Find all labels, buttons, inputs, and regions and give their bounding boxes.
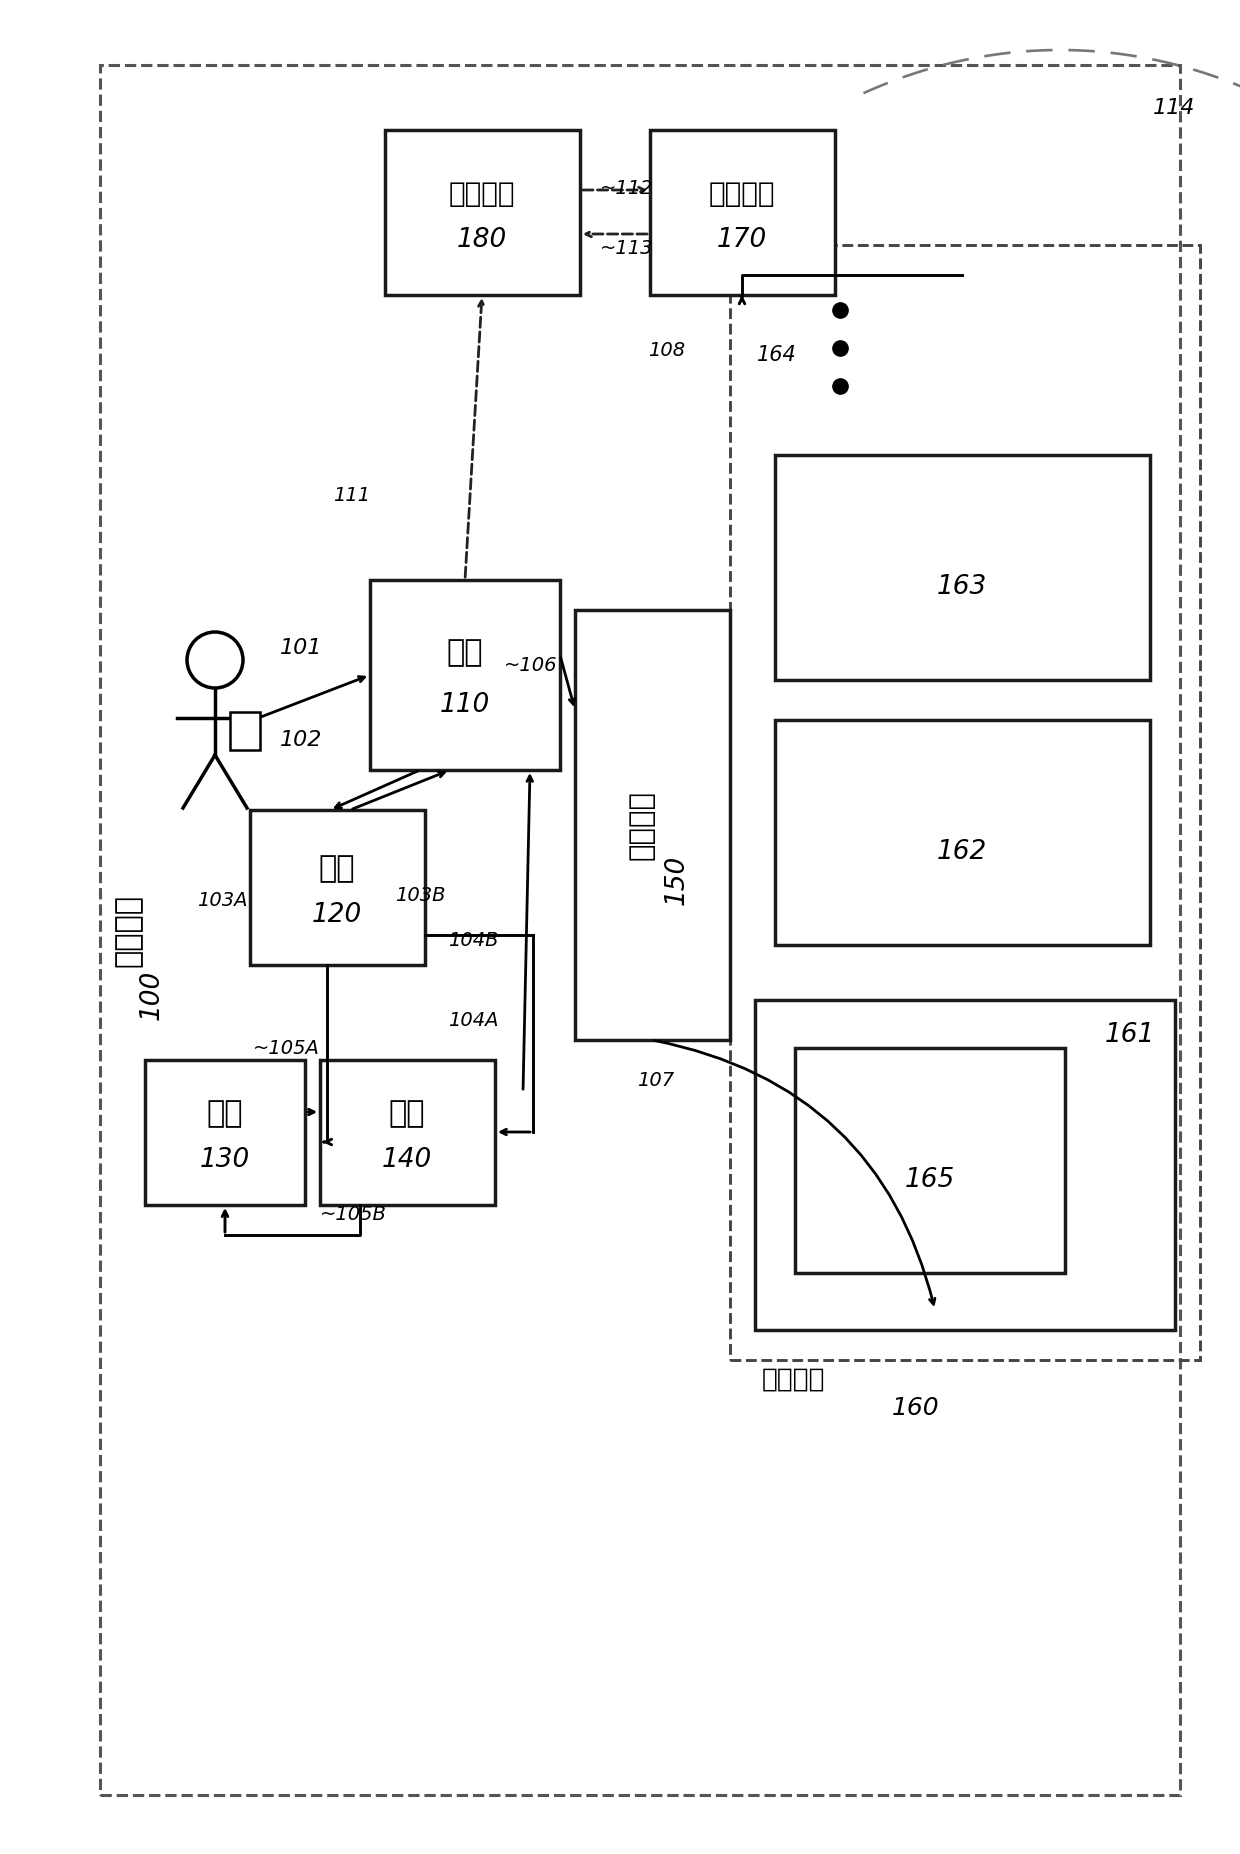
Text: 后端服务: 后端服务 bbox=[763, 1366, 826, 1392]
Text: 101: 101 bbox=[280, 638, 322, 658]
Bar bbox=[229, 712, 260, 751]
Bar bbox=[775, 719, 1149, 946]
Text: 107: 107 bbox=[637, 1070, 675, 1090]
Text: 103A: 103A bbox=[197, 890, 248, 910]
Text: 163: 163 bbox=[937, 575, 987, 601]
Text: 103B: 103B bbox=[396, 886, 445, 905]
Text: 104A: 104A bbox=[448, 1010, 498, 1029]
Text: 创作: 创作 bbox=[446, 638, 484, 667]
Text: 请求路由: 请求路由 bbox=[449, 180, 516, 208]
Bar bbox=[775, 454, 1149, 680]
Text: ~106: ~106 bbox=[503, 656, 557, 675]
Text: 创作环境: 创作环境 bbox=[114, 894, 143, 966]
Bar bbox=[650, 130, 835, 295]
Bar bbox=[795, 1048, 1065, 1274]
Text: 111: 111 bbox=[332, 486, 370, 504]
Text: 身份: 身份 bbox=[319, 855, 355, 884]
Text: 授权: 授权 bbox=[207, 1099, 243, 1129]
Text: 120: 120 bbox=[312, 903, 362, 929]
Text: 170: 170 bbox=[717, 226, 768, 252]
Bar bbox=[755, 999, 1176, 1329]
Text: 180: 180 bbox=[456, 226, 507, 252]
Bar bbox=[730, 245, 1200, 1361]
Text: 令牌: 令牌 bbox=[389, 1099, 425, 1129]
Text: 104B: 104B bbox=[448, 931, 498, 949]
Text: ~105A: ~105A bbox=[253, 1038, 320, 1057]
Bar bbox=[250, 810, 425, 964]
Text: 108: 108 bbox=[649, 341, 686, 360]
Text: 会话发起: 会话发起 bbox=[627, 790, 656, 860]
Text: 114: 114 bbox=[1153, 98, 1195, 119]
Bar bbox=[145, 1060, 305, 1205]
Text: ~112: ~112 bbox=[600, 178, 653, 198]
Text: 110: 110 bbox=[440, 692, 490, 717]
Text: 140: 140 bbox=[382, 1148, 432, 1174]
Bar bbox=[575, 610, 730, 1040]
Text: 102: 102 bbox=[280, 730, 322, 751]
Text: 165: 165 bbox=[905, 1166, 955, 1192]
Text: 130: 130 bbox=[200, 1148, 250, 1174]
Text: 161: 161 bbox=[1105, 1022, 1154, 1048]
Text: 162: 162 bbox=[937, 840, 987, 866]
Text: ~105B: ~105B bbox=[320, 1205, 387, 1224]
Text: 164: 164 bbox=[758, 345, 797, 365]
Bar bbox=[384, 130, 580, 295]
Bar bbox=[370, 580, 560, 769]
Bar bbox=[100, 65, 1180, 1795]
Text: ~113: ~113 bbox=[600, 239, 653, 258]
Text: 重新分发: 重新分发 bbox=[709, 180, 775, 208]
Text: 100: 100 bbox=[139, 970, 165, 1020]
Text: 150: 150 bbox=[663, 855, 689, 905]
Text: 160: 160 bbox=[892, 1396, 940, 1420]
Bar bbox=[320, 1060, 495, 1205]
